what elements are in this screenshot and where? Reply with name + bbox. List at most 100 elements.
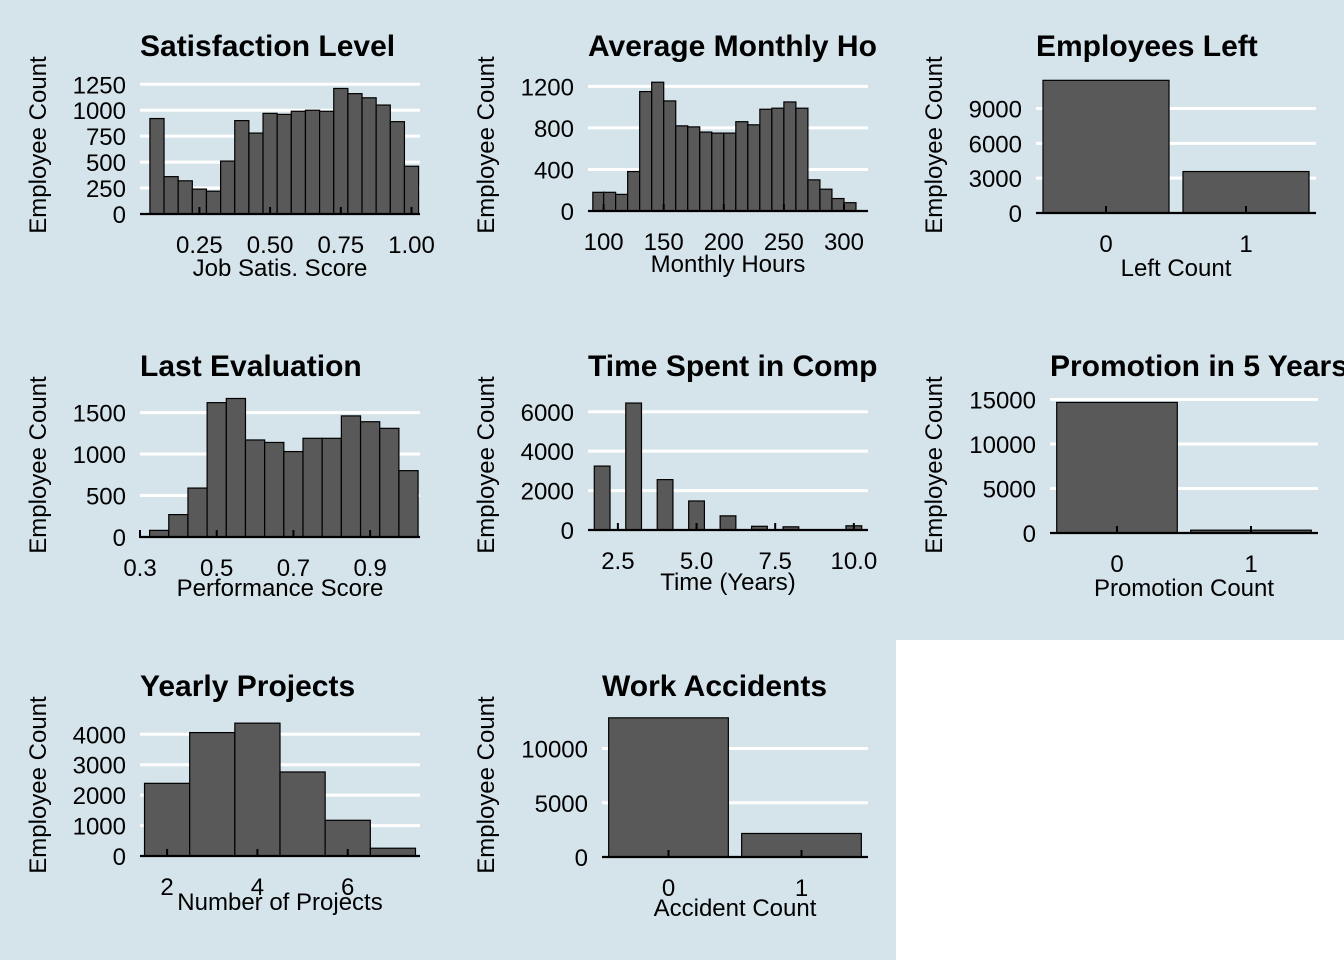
bar — [831, 197, 845, 212]
y-tick-label: 0 — [113, 202, 126, 229]
y-tick-label: 0 — [113, 525, 126, 552]
bar — [276, 113, 292, 215]
bar — [361, 97, 377, 215]
y-tick-label: 1000 — [73, 98, 126, 125]
x-tick-label: 0.75 — [317, 232, 364, 259]
y-axis-title: Employee Count — [921, 56, 948, 234]
y-tick-label: 1250 — [73, 72, 126, 99]
x-axis-title: Performance Score — [177, 575, 384, 602]
y-tick-label: 2000 — [73, 783, 126, 810]
panel-monthly-hours: 100 150 200 250 300 0 400 800 1200 Average Monthl… — [448, 0, 896, 320]
y-tick-label: 0 — [561, 199, 574, 226]
y-axis-title: Employee Count — [473, 56, 500, 234]
bar — [359, 421, 381, 538]
panel-title: Yearly Projects — [140, 670, 355, 703]
panel-title: Average Monthly Ho — [588, 30, 877, 63]
y-tick-label: 6000 — [969, 131, 1022, 158]
bar — [687, 126, 701, 212]
y-tick-label: 4000 — [73, 722, 126, 749]
bar — [333, 87, 349, 215]
bar — [1056, 401, 1178, 534]
y-tick-label: 15000 — [969, 388, 1036, 415]
y-tick-label: 800 — [534, 116, 574, 143]
bar — [723, 132, 737, 212]
bar — [220, 160, 236, 215]
y-tick-label: 250 — [86, 176, 126, 203]
y-tick-label: 1500 — [73, 401, 126, 428]
panel-title: Promotion in 5 Years — [1050, 350, 1344, 383]
x-tick-label: 10.0 — [830, 548, 877, 575]
bar — [819, 188, 833, 212]
bar — [189, 731, 236, 857]
bar — [843, 202, 857, 212]
x-tick-label: 0.50 — [247, 232, 294, 259]
y-tick-label: 5000 — [983, 477, 1036, 504]
x-tick-label: 100 — [584, 229, 624, 256]
x-tick-label: 6 — [341, 874, 354, 901]
bar — [783, 101, 797, 212]
bar — [403, 165, 420, 215]
bar — [759, 108, 773, 212]
bar — [398, 470, 419, 538]
y-axis-title: Employee Count — [25, 696, 52, 874]
x-axis-title: Time (Years) — [660, 569, 796, 596]
x-tick-label: 2.5 — [601, 548, 634, 575]
x-tick-label: 1 — [1239, 231, 1252, 258]
x-tick-label: 0.7 — [277, 555, 310, 582]
x-tick-label: 4 — [251, 874, 264, 901]
y-tick-label: 1200 — [521, 74, 574, 101]
x-tick-label: 200 — [704, 229, 744, 256]
x-axis-title: Left Count — [1121, 255, 1232, 282]
bar — [807, 179, 821, 212]
y-tick-label: 0 — [575, 845, 588, 872]
bar — [719, 515, 737, 531]
bar — [615, 193, 629, 212]
y-tick-label: 1000 — [73, 442, 126, 469]
panel-yearly-projects: 2 4 6 0 1000 2000 3000 4000 Yearly Projects Numbe… — [0, 640, 448, 960]
y-tick-label: 3000 — [969, 166, 1022, 193]
x-tick-label: 0 — [1099, 231, 1112, 258]
bar — [656, 479, 674, 531]
bar — [711, 132, 725, 212]
bar — [389, 121, 406, 215]
bar — [244, 439, 266, 538]
bar — [639, 90, 653, 212]
bar — [369, 847, 417, 857]
y-tick-label: 750 — [86, 124, 126, 151]
y-tick-label: 5000 — [535, 791, 588, 818]
bar — [302, 437, 323, 538]
x-tick-label: 7.5 — [759, 548, 792, 575]
bar — [234, 722, 281, 857]
panel-work-accidents: 0 1 0 5000 10000 Work Accidents Accident Count… — [448, 640, 896, 960]
x-tick-label: 250 — [764, 229, 804, 256]
panel-title: Employees Left — [1036, 30, 1258, 63]
bar — [290, 110, 307, 215]
x-axis-title: Accident Count — [654, 895, 817, 922]
bar — [593, 465, 611, 531]
bar — [177, 180, 193, 215]
y-tick-label: 4000 — [521, 439, 574, 466]
panel-title: Last Evaluation — [140, 350, 362, 383]
y-tick-label: 1000 — [73, 814, 126, 841]
bar — [651, 81, 665, 212]
x-tick-label: 150 — [644, 229, 684, 256]
bar — [279, 771, 326, 857]
y-tick-label: 0 — [1009, 201, 1022, 228]
x-axis-title: Job Satis. Score — [193, 255, 368, 282]
y-tick-label: 500 — [86, 150, 126, 177]
panel-promotion: 0 1 0 5000 10000 15000 Promotion in 5 Years Pro… — [896, 320, 1344, 640]
bar — [735, 121, 749, 212]
bar — [625, 402, 643, 531]
panel-title: Time Spent in Comp — [588, 350, 877, 383]
x-tick-label: 0.9 — [353, 555, 386, 582]
x-tick-label: 1 — [1244, 551, 1257, 578]
y-tick-label: 6000 — [521, 400, 574, 427]
bar — [699, 131, 713, 212]
x-tick-label: 5.0 — [680, 548, 713, 575]
x-tick-label: 0.25 — [176, 232, 223, 259]
y-tick-label: 400 — [534, 157, 574, 184]
bar — [318, 110, 335, 215]
bar — [206, 402, 227, 538]
bar — [608, 717, 729, 858]
